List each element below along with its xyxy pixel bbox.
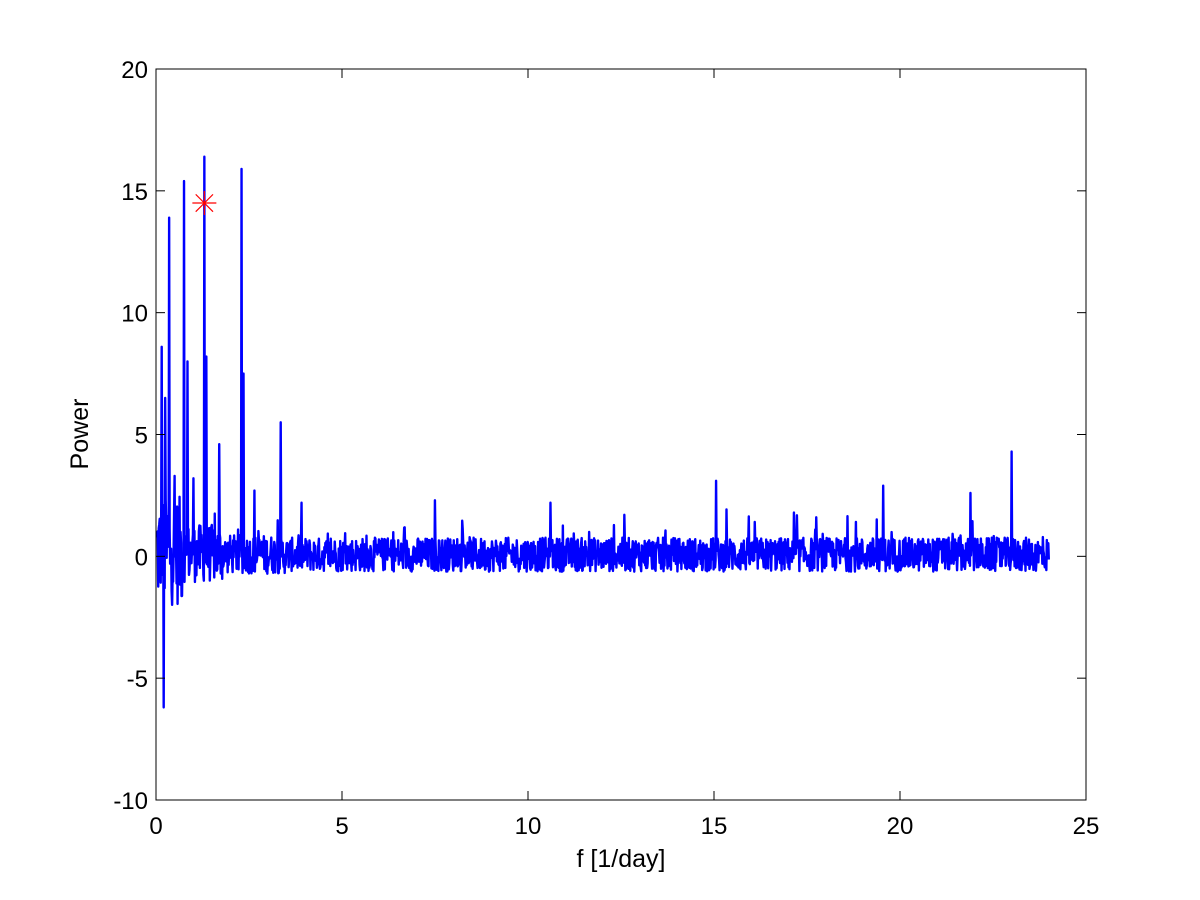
- plot-layer: [155, 155, 1050, 709]
- y-tick-label: -10: [113, 788, 148, 815]
- x-tick-label: 10: [515, 813, 542, 840]
- y-tick-label: 0: [135, 544, 148, 571]
- x-tick-label: 5: [335, 813, 348, 840]
- ticks-layer: 0 5 10 15 20 25 -10 -5 0 5 10 15 20: [113, 57, 1099, 840]
- y-axis-label: Power: [66, 399, 94, 470]
- x-tick-label: 25: [1073, 813, 1100, 840]
- y-tick-label: 5: [135, 423, 148, 450]
- x-tick-label: 0: [149, 813, 162, 840]
- x-tick-label: 15: [701, 813, 728, 840]
- y-tick-label: 20: [121, 57, 148, 84]
- series-line: [155, 155, 1050, 709]
- y-tick-label: 10: [121, 301, 148, 328]
- y-tick-label: 15: [121, 179, 148, 206]
- peak-marker: [192, 191, 217, 216]
- x-axis-label: f [1/day]: [577, 845, 666, 873]
- x-tick-label: 20: [887, 813, 914, 840]
- y-tick-label: -5: [127, 666, 148, 693]
